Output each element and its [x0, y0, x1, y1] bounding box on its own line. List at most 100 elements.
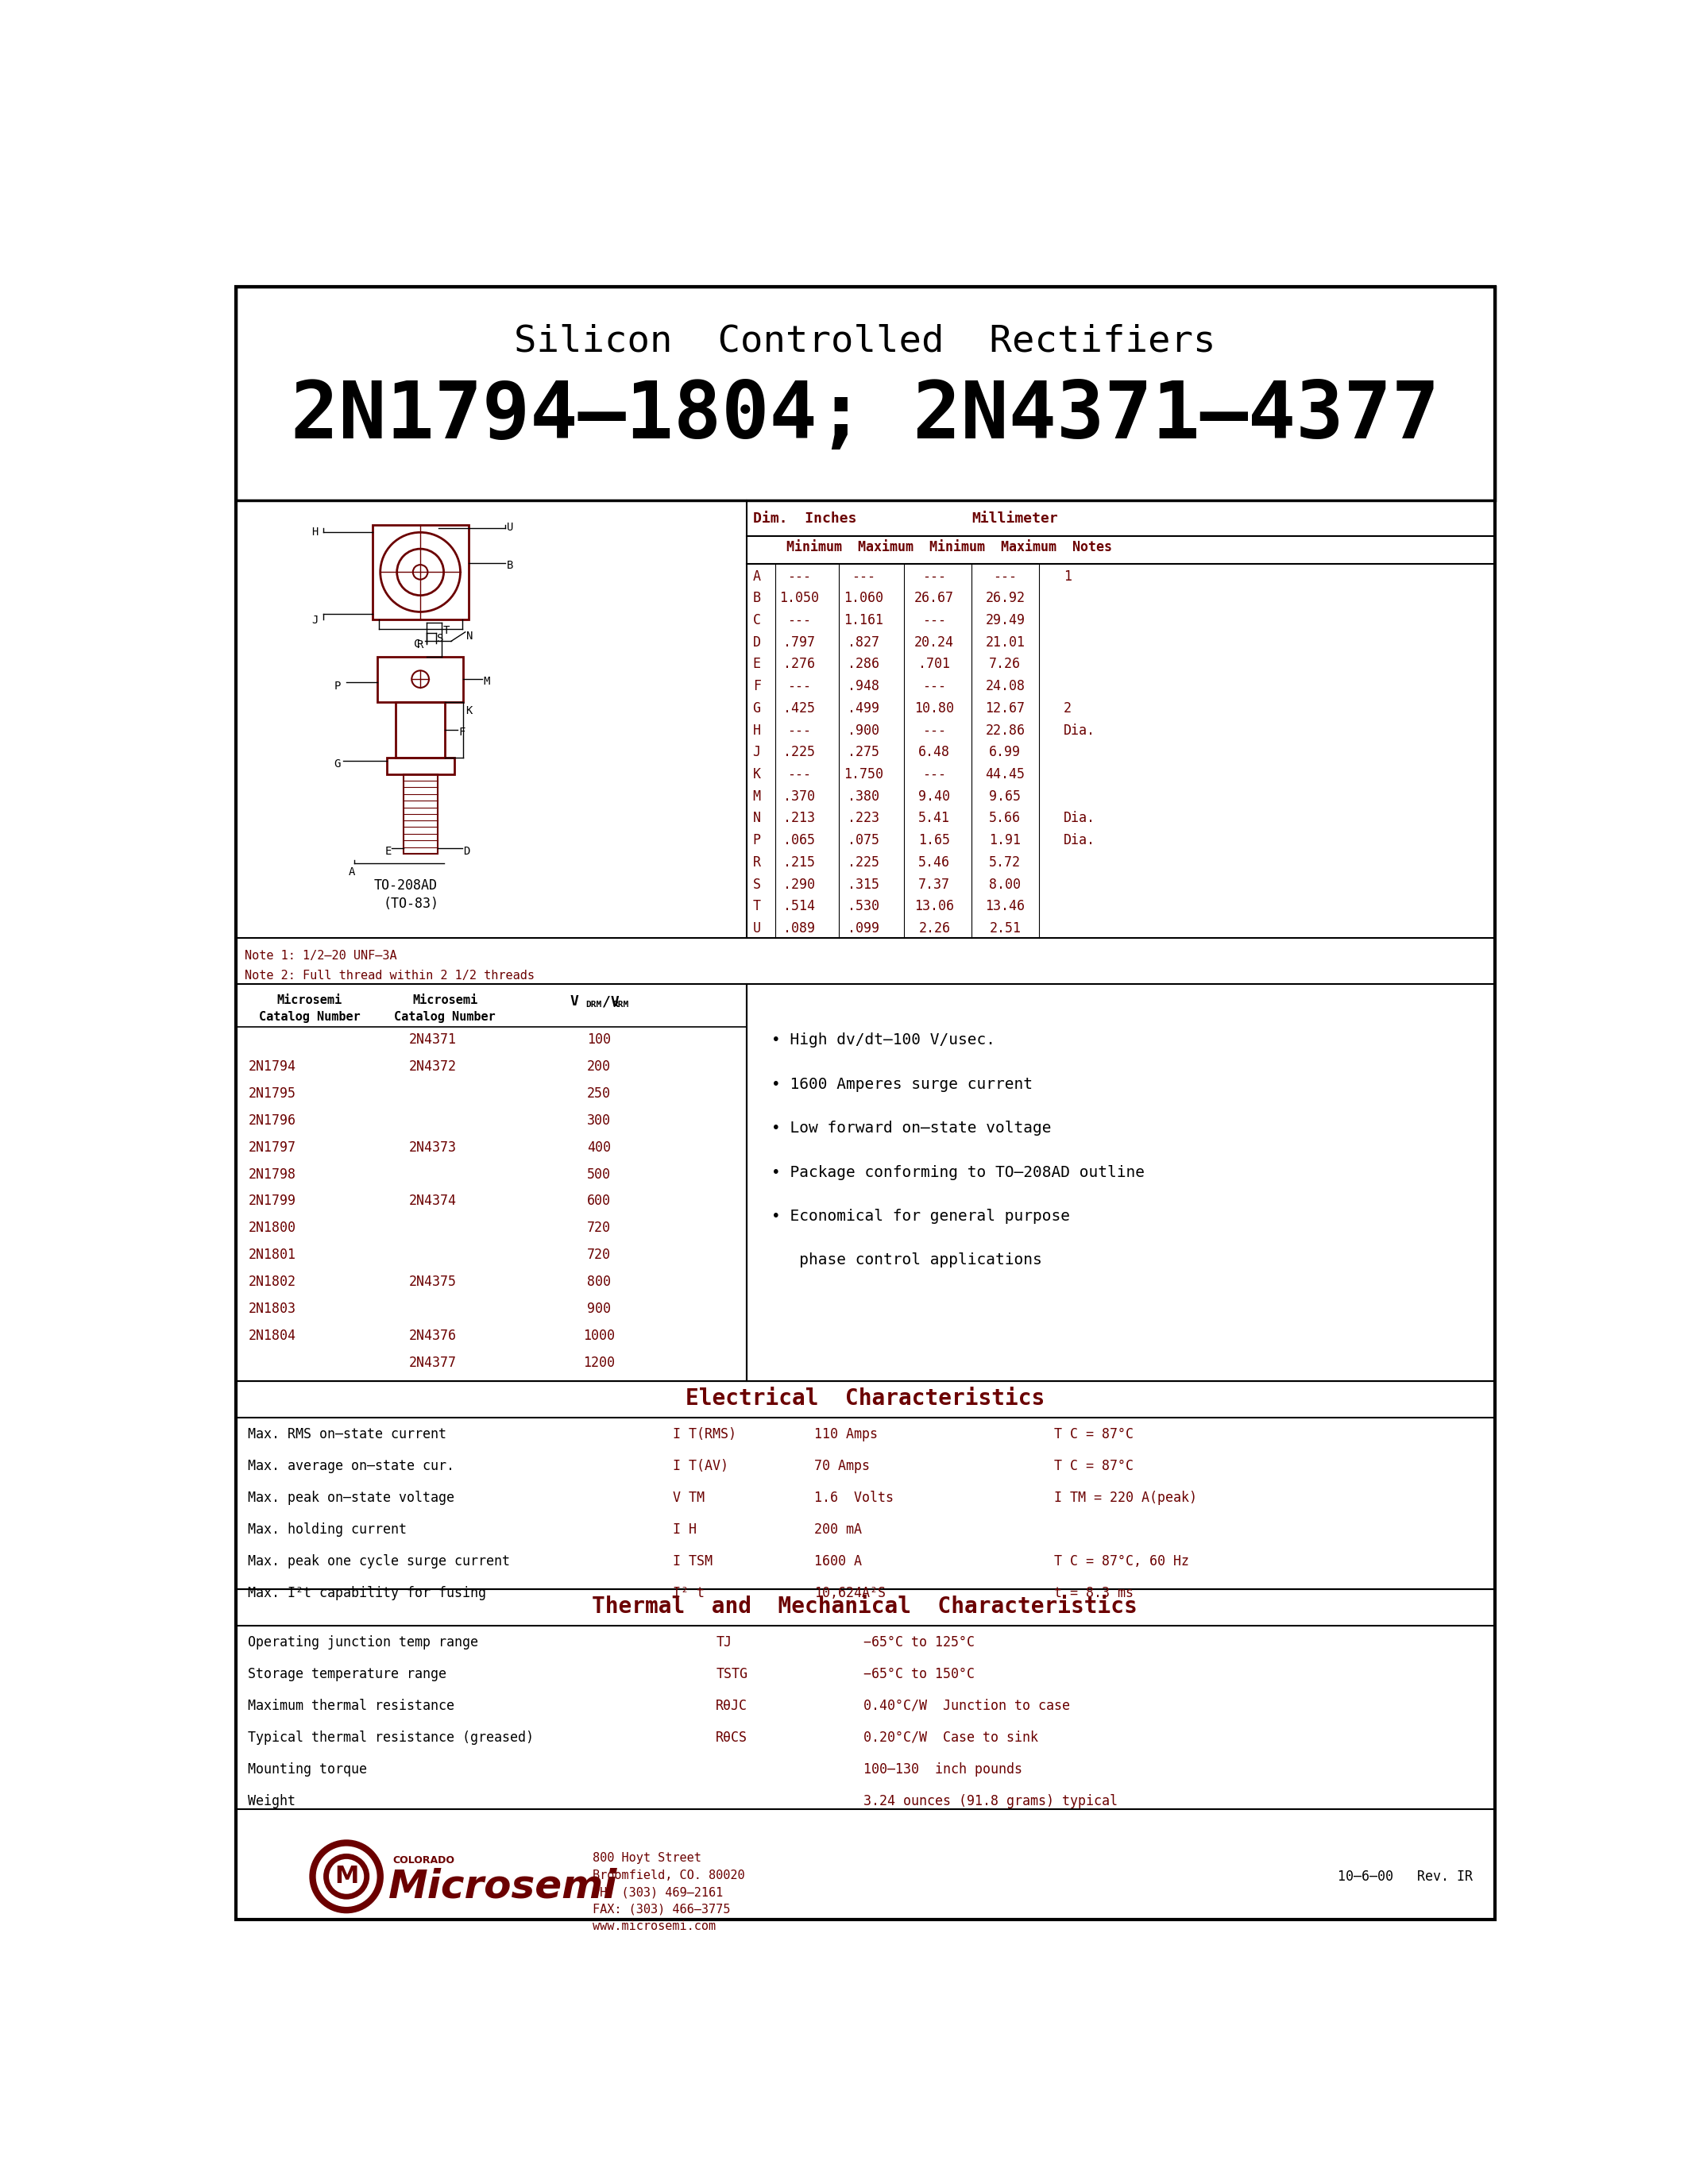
Text: P: P — [753, 834, 761, 847]
Text: ---: --- — [922, 723, 947, 738]
Text: (TO-83): (TO-83) — [383, 898, 439, 911]
Text: Microsemi: Microsemi — [412, 994, 478, 1007]
Text: 1000: 1000 — [582, 1328, 614, 1343]
Text: Mounting torque: Mounting torque — [248, 1762, 366, 1776]
Text: ---: --- — [787, 570, 810, 583]
Text: 2N1803: 2N1803 — [248, 1302, 297, 1317]
Text: 1.6  Volts: 1.6 Volts — [814, 1492, 893, 1505]
Text: V TM: V TM — [674, 1492, 704, 1505]
Bar — [236, 983, 746, 1380]
Text: 720: 720 — [587, 1247, 611, 1262]
Text: 1.65: 1.65 — [918, 834, 950, 847]
Text: .075: .075 — [847, 834, 879, 847]
Text: −65°C to 150°C: −65°C to 150°C — [864, 1666, 974, 1682]
Text: I² t: I² t — [674, 1586, 704, 1601]
Text: 2N1804: 2N1804 — [248, 1328, 297, 1343]
Text: S: S — [437, 633, 444, 644]
Text: 10,624A²S: 10,624A²S — [814, 1586, 886, 1601]
Text: 2.51: 2.51 — [989, 922, 1021, 935]
Text: Dia.: Dia. — [1063, 723, 1096, 738]
Text: 2N4371: 2N4371 — [408, 1033, 456, 1046]
Text: ---: --- — [922, 767, 947, 782]
Text: 2N4374: 2N4374 — [408, 1195, 456, 1208]
Text: B: B — [506, 559, 513, 570]
Text: .380: .380 — [847, 788, 879, 804]
Text: .530: .530 — [847, 900, 879, 913]
Text: • 1600 Amperes surge current: • 1600 Amperes surge current — [771, 1077, 1033, 1092]
Text: 2N1801: 2N1801 — [248, 1247, 297, 1262]
Text: 0.40°C/W  Junction to case: 0.40°C/W Junction to case — [864, 1699, 1070, 1712]
Text: .213: .213 — [783, 810, 815, 826]
Text: 9.65: 9.65 — [989, 788, 1021, 804]
Text: 800 Hoyt Street: 800 Hoyt Street — [592, 1852, 702, 1863]
Text: .514: .514 — [783, 900, 815, 913]
Text: 2N4377: 2N4377 — [408, 1356, 456, 1369]
Text: 2N4373: 2N4373 — [408, 1140, 456, 1155]
Text: ---: --- — [787, 679, 810, 695]
Text: Typical thermal resistance (greased): Typical thermal resistance (greased) — [248, 1730, 533, 1745]
Text: .276: .276 — [783, 657, 815, 670]
Text: .370: .370 — [783, 788, 815, 804]
Text: 1.050: 1.050 — [780, 592, 819, 605]
Text: T C = 87°C: T C = 87°C — [1055, 1426, 1134, 1441]
Text: A: A — [753, 570, 761, 583]
Text: .215: .215 — [783, 856, 815, 869]
Text: Dia.: Dia. — [1063, 834, 1096, 847]
Text: T: T — [753, 900, 761, 913]
Text: ---: --- — [922, 570, 947, 583]
Text: 2N1795: 2N1795 — [248, 1085, 297, 1101]
Text: F: F — [459, 727, 466, 738]
Text: .275: .275 — [847, 745, 879, 760]
Text: .223: .223 — [847, 810, 879, 826]
Text: V: V — [571, 994, 579, 1009]
Text: • Package conforming to TO–208AD outline: • Package conforming to TO–208AD outline — [771, 1164, 1144, 1179]
Text: T C = 87°C, 60 Hz: T C = 87°C, 60 Hz — [1055, 1555, 1190, 1568]
Text: T C = 87°C: T C = 87°C — [1055, 1459, 1134, 1474]
Text: C: C — [753, 614, 761, 627]
Text: 2N1798: 2N1798 — [248, 1166, 297, 1182]
Bar — [376, 657, 464, 703]
Text: Max. holding current: Max. holding current — [248, 1522, 407, 1538]
Text: Max. I²t capability for fusing: Max. I²t capability for fusing — [248, 1586, 486, 1601]
Text: 6.99: 6.99 — [989, 745, 1021, 760]
Text: TO-208AD: TO-208AD — [375, 878, 437, 893]
Text: H: H — [753, 723, 761, 738]
Text: 0.20°C/W  Case to sink: 0.20°C/W Case to sink — [864, 1730, 1038, 1745]
Text: U: U — [753, 922, 761, 935]
Text: 100: 100 — [587, 1033, 611, 1046]
Text: Maximum thermal resistance: Maximum thermal resistance — [248, 1699, 454, 1712]
Bar — [395, 703, 446, 758]
Text: Dim.  Inches: Dim. Inches — [753, 511, 856, 526]
Text: Max. RMS on–state current: Max. RMS on–state current — [248, 1426, 447, 1441]
Text: M: M — [483, 677, 490, 688]
Text: 1.750: 1.750 — [844, 767, 883, 782]
Bar — [236, 1590, 1494, 1808]
Text: N: N — [753, 810, 761, 826]
Text: • Economical for general purpose: • Economical for general purpose — [771, 1208, 1070, 1223]
Text: DRM: DRM — [586, 1000, 601, 1009]
Bar — [387, 758, 454, 775]
Text: ---: --- — [787, 767, 810, 782]
Text: .065: .065 — [783, 834, 815, 847]
Text: 1600 A: 1600 A — [814, 1555, 863, 1568]
Text: .499: .499 — [847, 701, 879, 716]
Text: 13.46: 13.46 — [986, 900, 1025, 913]
Text: 29.49: 29.49 — [986, 614, 1025, 627]
Text: D: D — [464, 845, 469, 856]
Text: Minimum  Maximum  Minimum  Maximum  Notes: Minimum Maximum Minimum Maximum Notes — [787, 539, 1112, 555]
Text: .425: .425 — [783, 701, 815, 716]
Text: P: P — [334, 681, 341, 692]
Text: 2N4372: 2N4372 — [408, 1059, 456, 1075]
Text: 2N1802: 2N1802 — [248, 1275, 297, 1289]
Text: I TSM: I TSM — [674, 1555, 712, 1568]
Text: 44.45: 44.45 — [986, 767, 1025, 782]
Text: 400: 400 — [587, 1140, 611, 1155]
Text: 21.01: 21.01 — [986, 636, 1025, 649]
Text: TJ: TJ — [716, 1636, 731, 1649]
Text: H: H — [311, 526, 317, 537]
Text: COLORADO: COLORADO — [393, 1854, 454, 1865]
Text: ---: --- — [922, 679, 947, 695]
Text: 9.40: 9.40 — [918, 788, 950, 804]
Text: M: M — [334, 1865, 358, 1887]
Bar — [403, 775, 437, 854]
